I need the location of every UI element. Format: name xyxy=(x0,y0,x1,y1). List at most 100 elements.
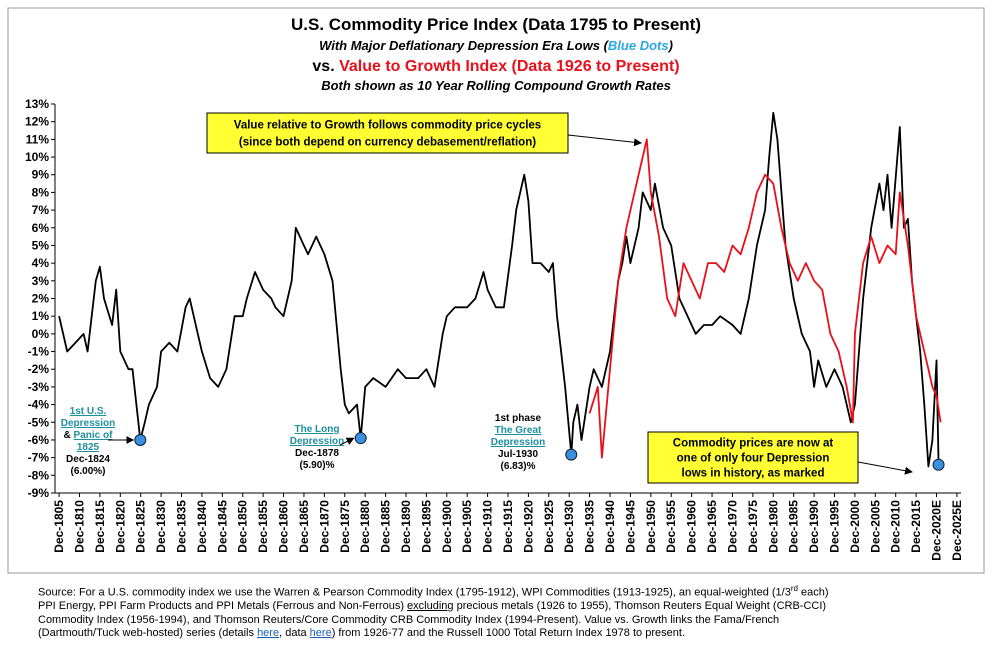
x-tick-label: Dec-1895 xyxy=(419,500,433,553)
x-tick-label: Dec-1820 xyxy=(113,500,127,553)
annotation-text: The Great xyxy=(495,425,542,436)
subtitle-part: With Major Deflationary Depression Era L… xyxy=(319,38,609,53)
subtitle-part: Blue Dots xyxy=(608,38,669,53)
footnote-text: PPI Energy, PPI Farm Products and PPI Me… xyxy=(38,600,408,613)
y-tick-label: -4% xyxy=(28,398,50,412)
x-tick-label: Dec-1875 xyxy=(338,500,352,553)
annotation-part: Dec-1824 xyxy=(66,454,110,465)
annotation-part: 1st phase xyxy=(495,413,542,424)
footnote-line: Commodity Index (1956-1994), and Thomson… xyxy=(38,614,968,628)
x-tick-label: Dec-1965 xyxy=(705,500,719,553)
footnote-text: (Dartmouth/Tuck web-hosted) series (deta… xyxy=(38,627,258,640)
callout-text: Commodity prices are now at xyxy=(673,438,834,450)
footnote-text: ) from 1926-77 and the Russell 1000 Tota… xyxy=(331,627,685,640)
y-tick-label: -8% xyxy=(28,468,50,482)
subtitle-part: vs. xyxy=(312,58,339,75)
y-tick-label: 8% xyxy=(32,185,50,199)
y-tick-label: 4% xyxy=(32,256,50,270)
x-tick-label: Dec-1950 xyxy=(644,500,658,553)
x-tick-label: Dec-1935 xyxy=(583,500,597,553)
x-tick-label: Dec-1840 xyxy=(195,500,209,553)
x-tick-label: Dec-1845 xyxy=(215,500,229,553)
y-tick-label: 1% xyxy=(32,309,50,323)
y-tick-label: 7% xyxy=(32,203,50,217)
y-tick-label: 10% xyxy=(25,150,49,164)
footnote-text: excluding xyxy=(407,600,454,613)
annotation-text: Depression xyxy=(290,436,344,447)
subtitle-part: Value to Growth Index (Data 1926 to Pres… xyxy=(339,58,680,75)
footnote-line: (Dartmouth/Tuck web-hosted) series (deta… xyxy=(38,627,968,641)
x-tick-label: Dec-1810 xyxy=(72,500,86,553)
callout-text: one of only four Depression xyxy=(677,453,830,465)
footnote-text: , data xyxy=(279,627,310,640)
y-tick-label: 13% xyxy=(25,97,49,111)
y-tick-label: -6% xyxy=(28,433,50,447)
x-tick-label: Dec-1865 xyxy=(297,500,311,553)
depression-low xyxy=(932,458,945,471)
annotation-link: 1st U.S. xyxy=(70,406,107,417)
annotation-text: Dec-1878 xyxy=(295,448,339,459)
x-tick-label: Dec-1905 xyxy=(460,500,474,553)
x-tick-label: Dec-1880 xyxy=(358,500,372,553)
y-tick-label: 6% xyxy=(32,221,50,235)
annotation-link: 1825 xyxy=(77,442,100,453)
footnote-text: rd xyxy=(790,584,798,593)
x-tick-label: Dec-2025E xyxy=(950,500,964,561)
x-tick-label: Dec-1920 xyxy=(521,500,535,553)
y-tick-label: 9% xyxy=(32,168,50,182)
callout-arrow xyxy=(567,134,642,147)
x-tick-label: Dec-1980 xyxy=(766,500,780,553)
y-tick-label: 0% xyxy=(32,327,50,341)
chart-title: U.S. Commodity Price Index (Data 1795 to… xyxy=(291,15,701,34)
depression-low xyxy=(134,433,147,446)
depression-low xyxy=(565,448,578,461)
x-tick-label: Dec-2015 xyxy=(909,500,923,553)
annotation-part: Jul-1930 xyxy=(498,449,538,460)
footnote-link[interactable]: here xyxy=(309,627,332,640)
callout-text: (since both depend on currency debasemen… xyxy=(239,137,536,149)
x-tick-label: Dec-1900 xyxy=(440,500,454,553)
y-tick-label: -1% xyxy=(28,345,50,359)
x-tick-label: Dec-2000 xyxy=(848,500,862,553)
y-tick-label: 12% xyxy=(25,115,49,129)
annotation-text: 1st phase xyxy=(495,413,542,424)
y-tick-label: -5% xyxy=(28,415,50,429)
annotation-arrow xyxy=(339,437,355,446)
chart: U.S. Commodity Price Index (Data 1795 to… xyxy=(7,7,985,574)
annotation-text: 1825 xyxy=(77,442,100,453)
subtitle: With Major Deflationary Depression Era L… xyxy=(319,38,673,53)
x-tick-label: Dec-1930 xyxy=(562,500,576,553)
annotation-text: Jul-1930 xyxy=(498,449,538,460)
x-tick-label: Dec-1885 xyxy=(379,500,393,553)
callout-box xyxy=(647,431,859,484)
callout-text: Value relative to Growth follows commodi… xyxy=(234,120,541,132)
depression-low xyxy=(354,432,367,445)
x-tick-label: Dec-2005 xyxy=(868,500,882,553)
series-line xyxy=(58,111,940,468)
annotation-link: The Great xyxy=(495,425,542,436)
annotation-part: (6.83)% xyxy=(500,461,535,472)
x-tick-label: Dec-1860 xyxy=(277,500,291,553)
subtitle-part: ) xyxy=(667,38,673,53)
annotation-link: Panic of xyxy=(74,430,114,441)
annotation-text: (5.90)% xyxy=(299,460,334,471)
annotation-text: & Panic of xyxy=(64,430,114,441)
series-line xyxy=(588,138,942,459)
x-tick-label: Dec-1940 xyxy=(603,500,617,553)
footnote: Source: For a U.S. commodity index we us… xyxy=(38,582,968,641)
footnote-line: Source: For a U.S. commodity index we us… xyxy=(38,582,968,600)
annotation-part: (6.00%) xyxy=(70,466,105,477)
footnote-link[interactable]: here xyxy=(257,627,280,640)
chart-border xyxy=(7,7,985,574)
y-tick-label: -9% xyxy=(28,486,50,500)
footnote-line: PPI Energy, PPI Farm Products and PPI Me… xyxy=(38,600,968,614)
y-tick-label: -3% xyxy=(28,380,50,394)
annotation-link: Depression xyxy=(61,418,115,429)
x-tick-label: Dec-1925 xyxy=(542,500,556,553)
x-tick-label: Dec-1830 xyxy=(154,500,168,553)
subtitle: vs. Value to Growth Index (Data 1926 to … xyxy=(312,58,679,75)
x-tick-label: Dec-1990 xyxy=(807,500,821,553)
annotation-link: The Long xyxy=(295,424,340,435)
x-tick-label: Dec-1870 xyxy=(317,500,331,553)
